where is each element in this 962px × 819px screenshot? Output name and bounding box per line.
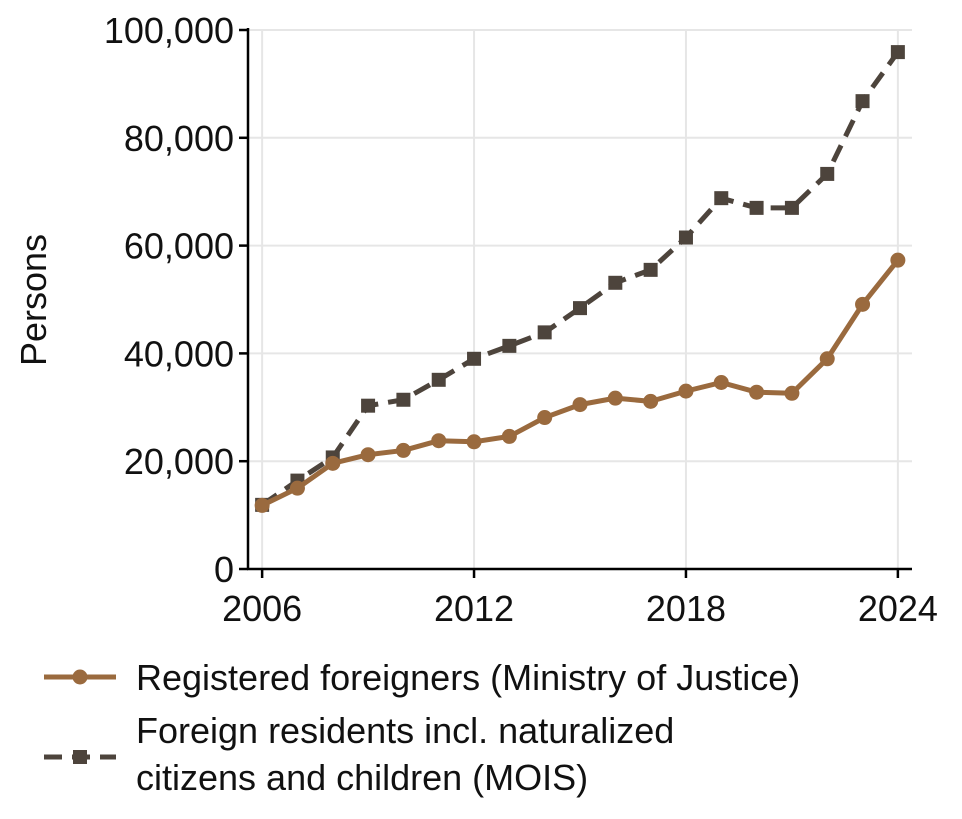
y-tick-label: 40,000 xyxy=(124,333,234,374)
data-point xyxy=(608,275,623,290)
y-tick-label: 20,000 xyxy=(124,441,234,482)
data-point xyxy=(289,480,305,496)
data-point xyxy=(395,442,411,458)
legend-label: Registered foreigners (Ministry of Justi… xyxy=(136,657,800,698)
data-point xyxy=(501,428,517,444)
data-point xyxy=(678,230,693,245)
data-point xyxy=(713,375,729,391)
legend-marker xyxy=(72,669,88,685)
data-point xyxy=(749,200,764,215)
x-tick-label: 2012 xyxy=(434,588,514,629)
tick-labels: 0 20,000 40,000 60,000 80,000 100,000 2006 2012… xyxy=(104,10,938,629)
y-tick-label: 0 xyxy=(214,549,234,590)
data-point xyxy=(890,45,905,60)
data-point xyxy=(431,372,446,387)
legend-entry-registered: Registered foreigners (Ministry of Justi… xyxy=(44,657,800,698)
data-point xyxy=(784,385,800,401)
data-point xyxy=(643,262,658,277)
data-point xyxy=(749,384,765,400)
data-point xyxy=(572,397,588,413)
legend-entry-mois: Foreign residents incl. naturalized citiz… xyxy=(44,710,674,798)
series-line xyxy=(261,258,900,508)
data-point xyxy=(573,301,587,316)
grid-lines xyxy=(248,29,912,569)
series-foreign-residents xyxy=(255,45,905,512)
data-point xyxy=(714,191,729,206)
legend-label-line-1: Foreign residents incl. naturalized xyxy=(136,710,674,751)
data-point xyxy=(467,351,482,366)
data-point xyxy=(537,325,552,340)
axes xyxy=(239,28,912,578)
data-point xyxy=(361,398,376,413)
data-point xyxy=(855,94,870,109)
data-point xyxy=(537,410,553,426)
data-point xyxy=(360,447,376,463)
y-tick-label: 60,000 xyxy=(124,226,234,267)
data-point xyxy=(855,296,871,312)
data-point xyxy=(396,392,411,407)
data-point xyxy=(890,252,906,268)
x-tick-label: 2018 xyxy=(646,588,726,629)
data-point xyxy=(819,351,835,367)
data-point xyxy=(502,338,517,353)
legend-label-line-2: citizens and children (MOIS) xyxy=(136,757,588,798)
x-tick-label: 2024 xyxy=(858,588,938,629)
series-registered-foreigners xyxy=(254,252,906,513)
data-point xyxy=(254,497,270,513)
data-point xyxy=(431,433,447,449)
data-point xyxy=(678,383,694,399)
data-point xyxy=(325,455,341,471)
data-point xyxy=(607,390,623,406)
y-axis-title: Persons xyxy=(13,234,54,366)
data-point xyxy=(784,200,799,215)
series-group xyxy=(254,45,906,513)
y-tick-label: 100,000 xyxy=(104,10,234,51)
legend-marker xyxy=(73,750,87,764)
y-tick-label: 80,000 xyxy=(124,118,234,159)
data-point xyxy=(466,434,482,450)
data-point xyxy=(643,393,659,409)
legend: Registered foreigners (Ministry of Justi… xyxy=(44,657,800,798)
series-line xyxy=(260,50,900,507)
x-tick-label: 2006 xyxy=(222,588,302,629)
data-point xyxy=(820,166,835,181)
